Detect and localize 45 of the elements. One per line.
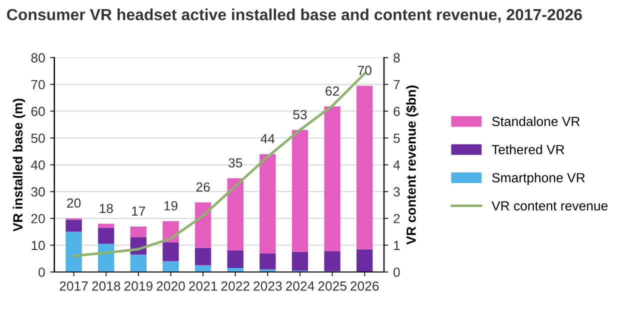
y2-tick-label: 1 <box>394 240 400 250</box>
y2-axis-title: VR content revenue ($bn) <box>406 86 418 245</box>
x-tick-label: 2021 <box>189 281 218 291</box>
legend-label: Tethered VR <box>492 144 564 154</box>
total-label: 44 <box>260 134 275 144</box>
x-tick-label: 2022 <box>221 281 250 291</box>
x-tick-label: 2020 <box>156 281 185 291</box>
y2-tick-label: 5 <box>394 134 400 143</box>
y-tick-label: 10 <box>32 240 45 250</box>
total-label: 53 <box>293 110 307 120</box>
y2-tick-label: 3 <box>394 187 400 197</box>
y2-tick-label: 6 <box>394 106 400 116</box>
total-label: 17 <box>132 206 146 216</box>
y-tick-label: 40 <box>31 160 45 170</box>
y2-tick-label: 7 <box>394 80 400 90</box>
y-tick-label: 0 <box>38 268 45 277</box>
x-tick-label: 2026 <box>350 281 379 291</box>
total-label: 35 <box>228 158 242 168</box>
x-tick-label: 2025 <box>318 281 346 291</box>
y2-tick-label: 2 <box>394 214 400 224</box>
y-axis-title: VR installed base (m) <box>12 98 26 232</box>
y-tick-label: 70 <box>31 80 45 90</box>
y-tick-label: 30 <box>31 187 45 197</box>
x-tick-label: 2019 <box>124 281 152 291</box>
total-label: 19 <box>164 201 178 210</box>
total-label: 70 <box>358 66 372 76</box>
total-label: 26 <box>196 182 210 192</box>
x-tick-label: 2024 <box>286 281 314 291</box>
y2-tick-label: 8 <box>394 53 400 63</box>
y-tick-label: 50 <box>31 134 45 143</box>
legend-label: VR content revenue <box>492 201 608 211</box>
total-label: 18 <box>100 204 113 214</box>
y2-tick-label: 4 <box>393 160 400 170</box>
y-tick-label: 60 <box>31 106 45 116</box>
legend-label: Smartphone VR <box>492 172 585 186</box>
chart-title: Consumer VR headset active installed base and content revenue, 2017-2026 <box>7 8 582 23</box>
total-label: 20 <box>67 198 81 208</box>
y-tick-label: 20 <box>31 214 45 224</box>
legend-label: Standalone VR <box>492 116 580 126</box>
x-tick-label: 2017 <box>60 281 88 291</box>
y2-tick-label: 0 <box>394 268 400 277</box>
y-tick-label: 80 <box>31 53 45 63</box>
x-tick-label: 2023 <box>254 281 282 291</box>
total-label: 62 <box>326 86 339 96</box>
x-tick-label: 2018 <box>92 281 120 291</box>
